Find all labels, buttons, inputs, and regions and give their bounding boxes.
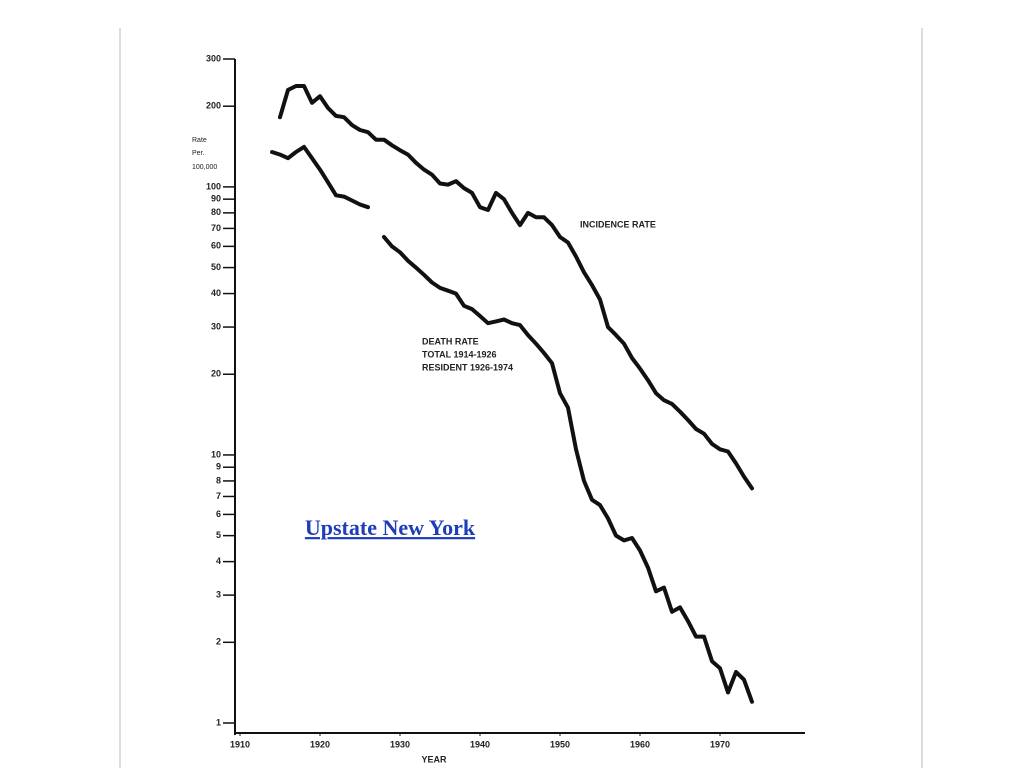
y-axis-label: 100,000 bbox=[192, 164, 217, 171]
y-tick-label: 5 bbox=[216, 530, 221, 540]
y-tick-label: 200 bbox=[206, 101, 221, 111]
x-tick-label: 1920 bbox=[310, 739, 330, 749]
y-tick-label: 3 bbox=[216, 589, 221, 599]
x-tick-label: 1930 bbox=[390, 739, 410, 749]
y-tick-label: 100 bbox=[206, 181, 221, 191]
x-tick-label: 1950 bbox=[550, 739, 570, 749]
series-label: INCIDENCE RATE bbox=[580, 219, 656, 229]
y-tick-label: 9 bbox=[216, 462, 221, 472]
annotation: TOTAL 1914-1926 bbox=[422, 349, 497, 359]
y-tick-label: 1 bbox=[216, 717, 221, 727]
series-line bbox=[270, 144, 754, 704]
x-axis-label: YEAR bbox=[421, 754, 447, 764]
y-tick-label: 20 bbox=[211, 369, 221, 379]
x-tick-label: 1970 bbox=[710, 739, 730, 749]
y-tick-label: 4 bbox=[216, 556, 221, 566]
series-line bbox=[278, 84, 754, 491]
y-tick-label: 7 bbox=[216, 491, 221, 501]
y-tick-label: 2 bbox=[216, 637, 221, 647]
y-tick-label: 40 bbox=[211, 288, 221, 298]
y-tick-label: 6 bbox=[216, 509, 221, 519]
y-tick-label: 10 bbox=[211, 449, 221, 459]
annotation: RESIDENT 1926-1974 bbox=[422, 362, 513, 372]
x-tick-label: 1960 bbox=[630, 739, 650, 749]
y-tick-label: 30 bbox=[211, 321, 221, 331]
y-tick-label: 8 bbox=[216, 475, 221, 485]
y-axis-label: Per. bbox=[192, 150, 205, 157]
x-tick-label: 1910 bbox=[230, 739, 250, 749]
y-tick-label: 60 bbox=[211, 241, 221, 251]
y-axis-label: Rate bbox=[192, 137, 207, 144]
series-label: DEATH RATE bbox=[422, 336, 479, 346]
y-tick-label: 300 bbox=[206, 53, 221, 63]
y-tick-label: 50 bbox=[211, 262, 221, 272]
x-tick-label: 1940 bbox=[470, 739, 490, 749]
y-tick-label: 80 bbox=[211, 207, 221, 217]
y-tick-label: 90 bbox=[211, 194, 221, 204]
y-tick-label: 70 bbox=[211, 223, 221, 233]
chart-title[interactable]: Upstate New York bbox=[305, 515, 476, 540]
